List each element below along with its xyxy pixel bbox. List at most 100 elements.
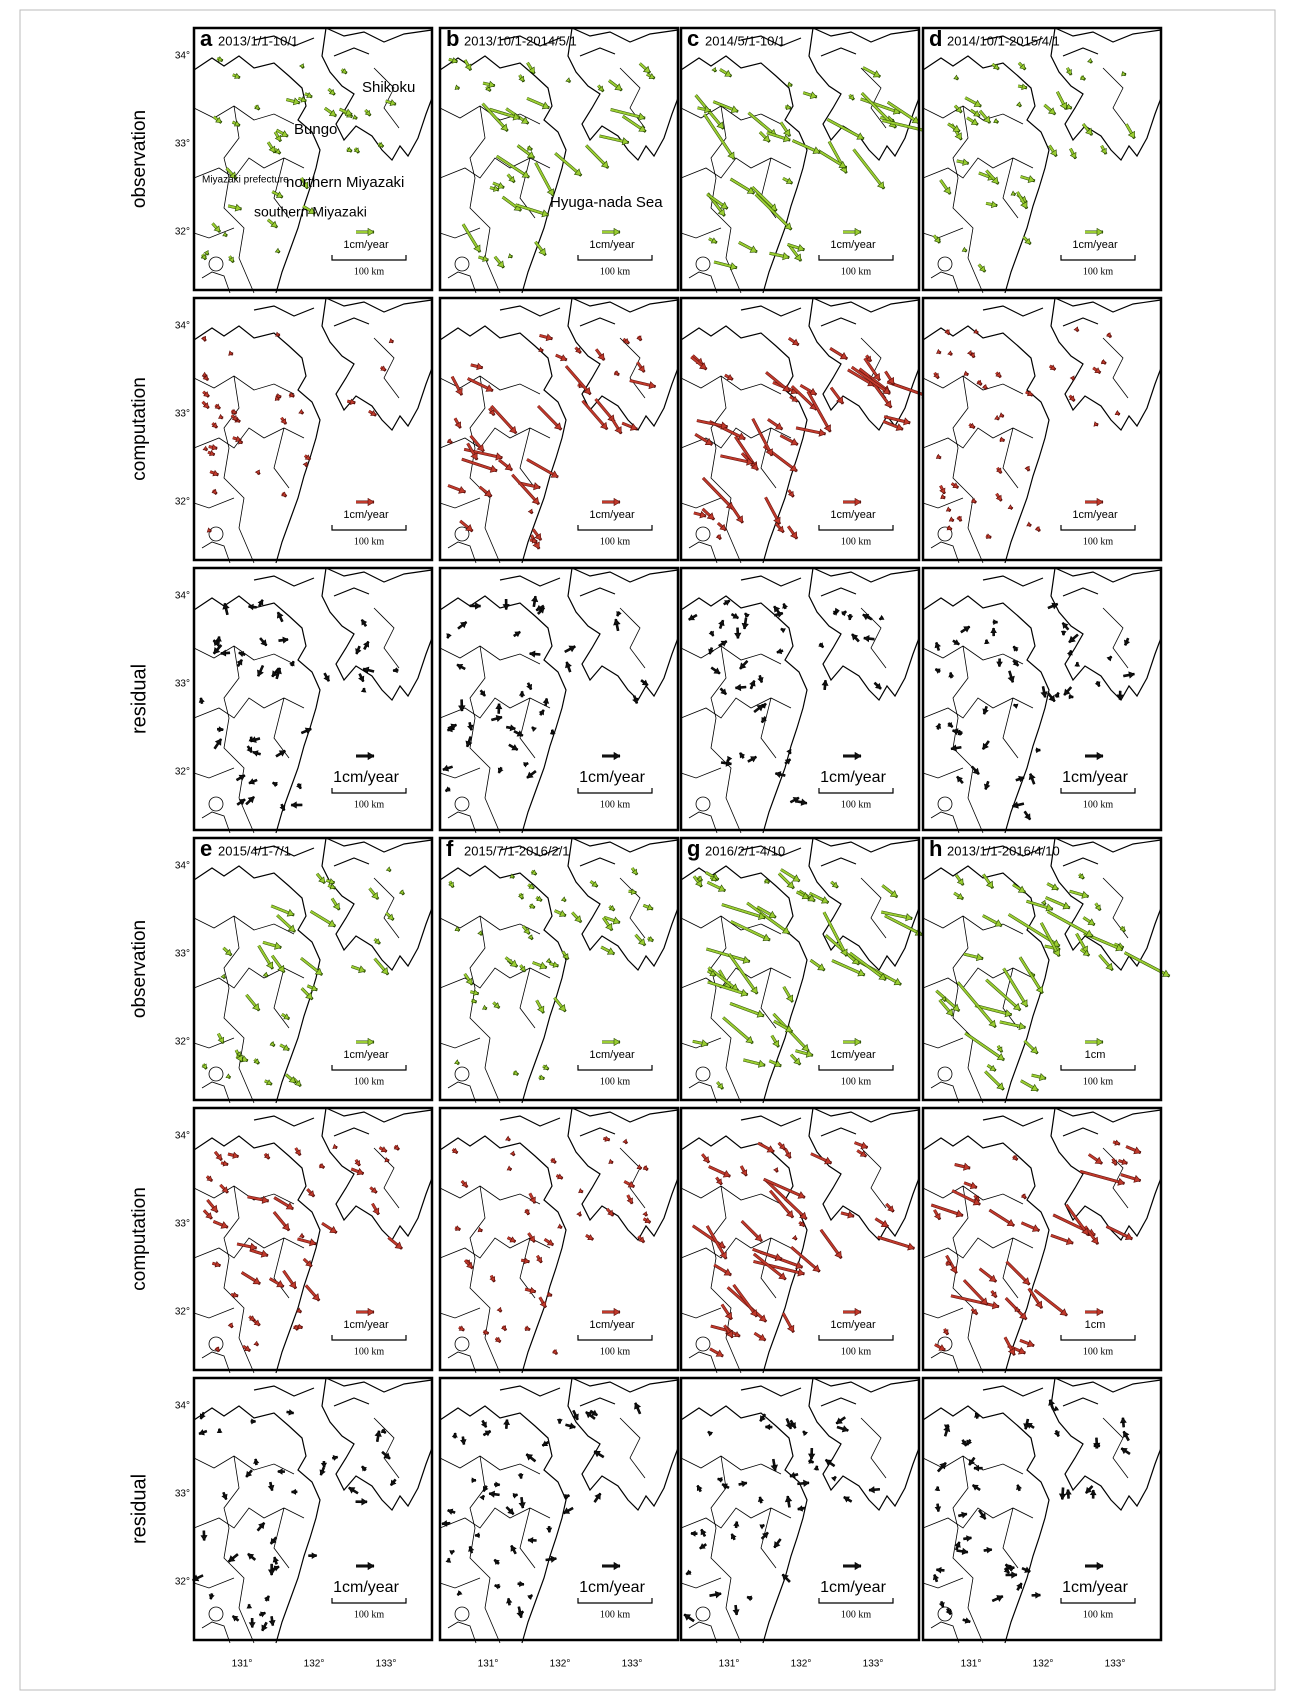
place-name: southern Miyazaki <box>254 204 367 220</box>
map-panel: 1cm/year100 kmf2015/7/1-2016/2/1 <box>440 836 678 1103</box>
panel-period: 2015/4/1-7/1 <box>218 843 291 858</box>
panel-period: 2014/10/1-2015/4/1 <box>947 33 1060 48</box>
panel-letter: a <box>200 26 213 51</box>
distance-scale-label: 100 km <box>841 799 872 810</box>
lon-tick-label: 133° <box>863 1659 884 1670</box>
row-label: residual <box>128 1474 150 1544</box>
vector-scale-label: 1cm <box>1085 1319 1106 1331</box>
vector-scale-label: 1cm/year <box>333 1579 399 1596</box>
vector-scale-label: 1cm/year <box>1072 509 1118 521</box>
panel-clip-bg <box>923 1378 1161 1640</box>
lat-tick-label: 33° <box>175 1489 190 1500</box>
lon-tick-label: 132° <box>1033 1659 1054 1670</box>
panel-period: 2013/10/1-2014/5/1 <box>464 33 577 48</box>
vector-scale-label: 1cm/year <box>1072 239 1118 251</box>
distance-scale-label: 100 km <box>1083 536 1114 547</box>
distance-scale-label: 100 km <box>600 1609 631 1620</box>
distance-scale-label: 100 km <box>354 536 385 547</box>
distance-scale-label: 100 km <box>354 1076 385 1087</box>
map-panel: 1cm/year100 km <box>681 298 929 563</box>
lon-tick-label: 132° <box>304 1659 325 1670</box>
map-panel: 1cm100 kmh2013/1/1-2016/4/10 <box>923 836 1170 1103</box>
map-panel: 1cm/year100 kmg2016/2/1-4/10 <box>681 836 922 1103</box>
distance-scale-label: 100 km <box>1083 1076 1114 1087</box>
map-panel: 1cm/year 100 km <box>440 1108 678 1373</box>
lat-tick-label: 33° <box>175 949 190 960</box>
map-panel: 1cm/year100 km <box>440 1378 678 1643</box>
lat-tick-label: 33° <box>175 1219 190 1230</box>
map-panel: 1cm/year100 kma2013/1/1-10/1ShikokuBungo… <box>194 26 432 293</box>
panel-clip-bg <box>923 298 1161 560</box>
lat-tick-label: 32° <box>175 1307 190 1318</box>
map-panel: 1cm/year 100 km <box>681 1378 919 1643</box>
map-panel: 1cm/year100 km <box>440 568 678 833</box>
row-label: computation <box>129 1187 150 1291</box>
lat-tick-label: 33° <box>175 679 190 690</box>
lon-tick-label: 133° <box>376 1659 397 1670</box>
panel-period: 2013/1/1-2016/4/10 <box>947 843 1060 858</box>
lat-tick-label: 34° <box>175 1401 190 1412</box>
lat-tick-label: 32° <box>175 497 190 508</box>
vector-scale-label: 1cm/year <box>343 1049 389 1061</box>
map-panel: 1cm/year 100 km e 2015/4/1-7/1 <box>194 836 432 1103</box>
lat-tick-label: 34° <box>175 1131 190 1142</box>
vector-scale-label: 1cm/year <box>579 769 645 786</box>
figure: observation 34° 33° 32° 1cm/year 100 km a 2013/… <box>0 0 1295 1698</box>
panel-letter: g <box>687 836 700 861</box>
map-panel: 1cm/year 100 km <box>923 298 1161 563</box>
vector-scale-label: 1cm/year <box>1062 769 1128 786</box>
distance-scale-label: 100 km <box>600 1076 631 1087</box>
distance-scale-label: 100 km <box>600 1346 631 1357</box>
vector-scale-label: 1cm/year <box>830 1319 876 1331</box>
panel-clip-bg <box>440 838 678 1100</box>
row-label: observation <box>129 110 150 208</box>
panel-clip-bg <box>194 28 432 290</box>
vector-scale-label: 1cm/year <box>1062 1579 1128 1596</box>
vector-scale-label: 1cm/year <box>830 239 876 251</box>
lat-tick-label: 33° <box>175 139 190 150</box>
place-name: Hyuga-nada Sea <box>550 194 663 211</box>
distance-scale-label: 100 km <box>1083 1609 1114 1620</box>
panel-period: 2013/1/1-10/1 <box>218 33 298 48</box>
distance-scale-label: 100 km <box>841 1346 872 1357</box>
distance-scale-label: 100 km <box>600 536 631 547</box>
vector-scale-label: 1cm/year <box>820 769 886 786</box>
vector-scale-label: 1cm/year <box>343 509 389 521</box>
panel-letter: e <box>200 836 212 861</box>
panel-letter: c <box>687 26 699 51</box>
distance-scale-label: 100 km <box>841 1609 872 1620</box>
lat-tick-label: 33° <box>175 409 190 420</box>
vector-scale-label: 1cm/year <box>830 1049 876 1061</box>
lon-tick-label: 131° <box>961 1659 982 1670</box>
panel-letter: f <box>446 836 454 861</box>
map-panel: 1cm/year 100 km <box>923 1378 1161 1643</box>
panel-clip-bg <box>440 1378 678 1640</box>
row-label: residual <box>128 664 150 734</box>
panel-letter: d <box>929 26 942 51</box>
distance-scale-label: 100 km <box>841 266 872 277</box>
place-name: Shikoku <box>362 79 415 96</box>
distance-scale-label: 100 km <box>841 536 872 547</box>
panel-clip-bg <box>923 1108 1161 1370</box>
map-panel: 1cm100 km <box>923 1108 1161 1373</box>
panel-period: 2014/5/1-10/1 <box>705 33 785 48</box>
place-name: Bungo <box>294 121 337 138</box>
lon-tick-label: 131° <box>719 1659 740 1670</box>
lat-tick-label: 34° <box>175 861 190 872</box>
lat-tick-label: 34° <box>175 321 190 332</box>
distance-scale-label: 100 km <box>841 1076 872 1087</box>
vector-scale-label: 1cm/year <box>820 1579 886 1596</box>
map-panel: 1cm/year100 km <box>193 1378 432 1643</box>
lat-tick-label: 32° <box>175 1037 190 1048</box>
distance-scale-label: 100 km <box>354 266 385 277</box>
vector-scale-label: 1cm/year <box>343 1319 389 1331</box>
map-panel: 1cm/year100 kmb2013/10/1-2014/5/1Hyuga-n… <box>440 26 678 293</box>
vector-scale-label: 1cm <box>1085 1049 1106 1061</box>
lon-tick-label: 132° <box>791 1659 812 1670</box>
row-label: observation <box>129 920 150 1018</box>
panel-clip-bg <box>923 28 1161 290</box>
map-panel: 1cm/year100 km <box>194 1108 432 1373</box>
vector-scale-label: 1cm/year <box>589 1319 635 1331</box>
distance-scale-label: 100 km <box>1083 266 1114 277</box>
row-label: computation <box>129 377 150 481</box>
